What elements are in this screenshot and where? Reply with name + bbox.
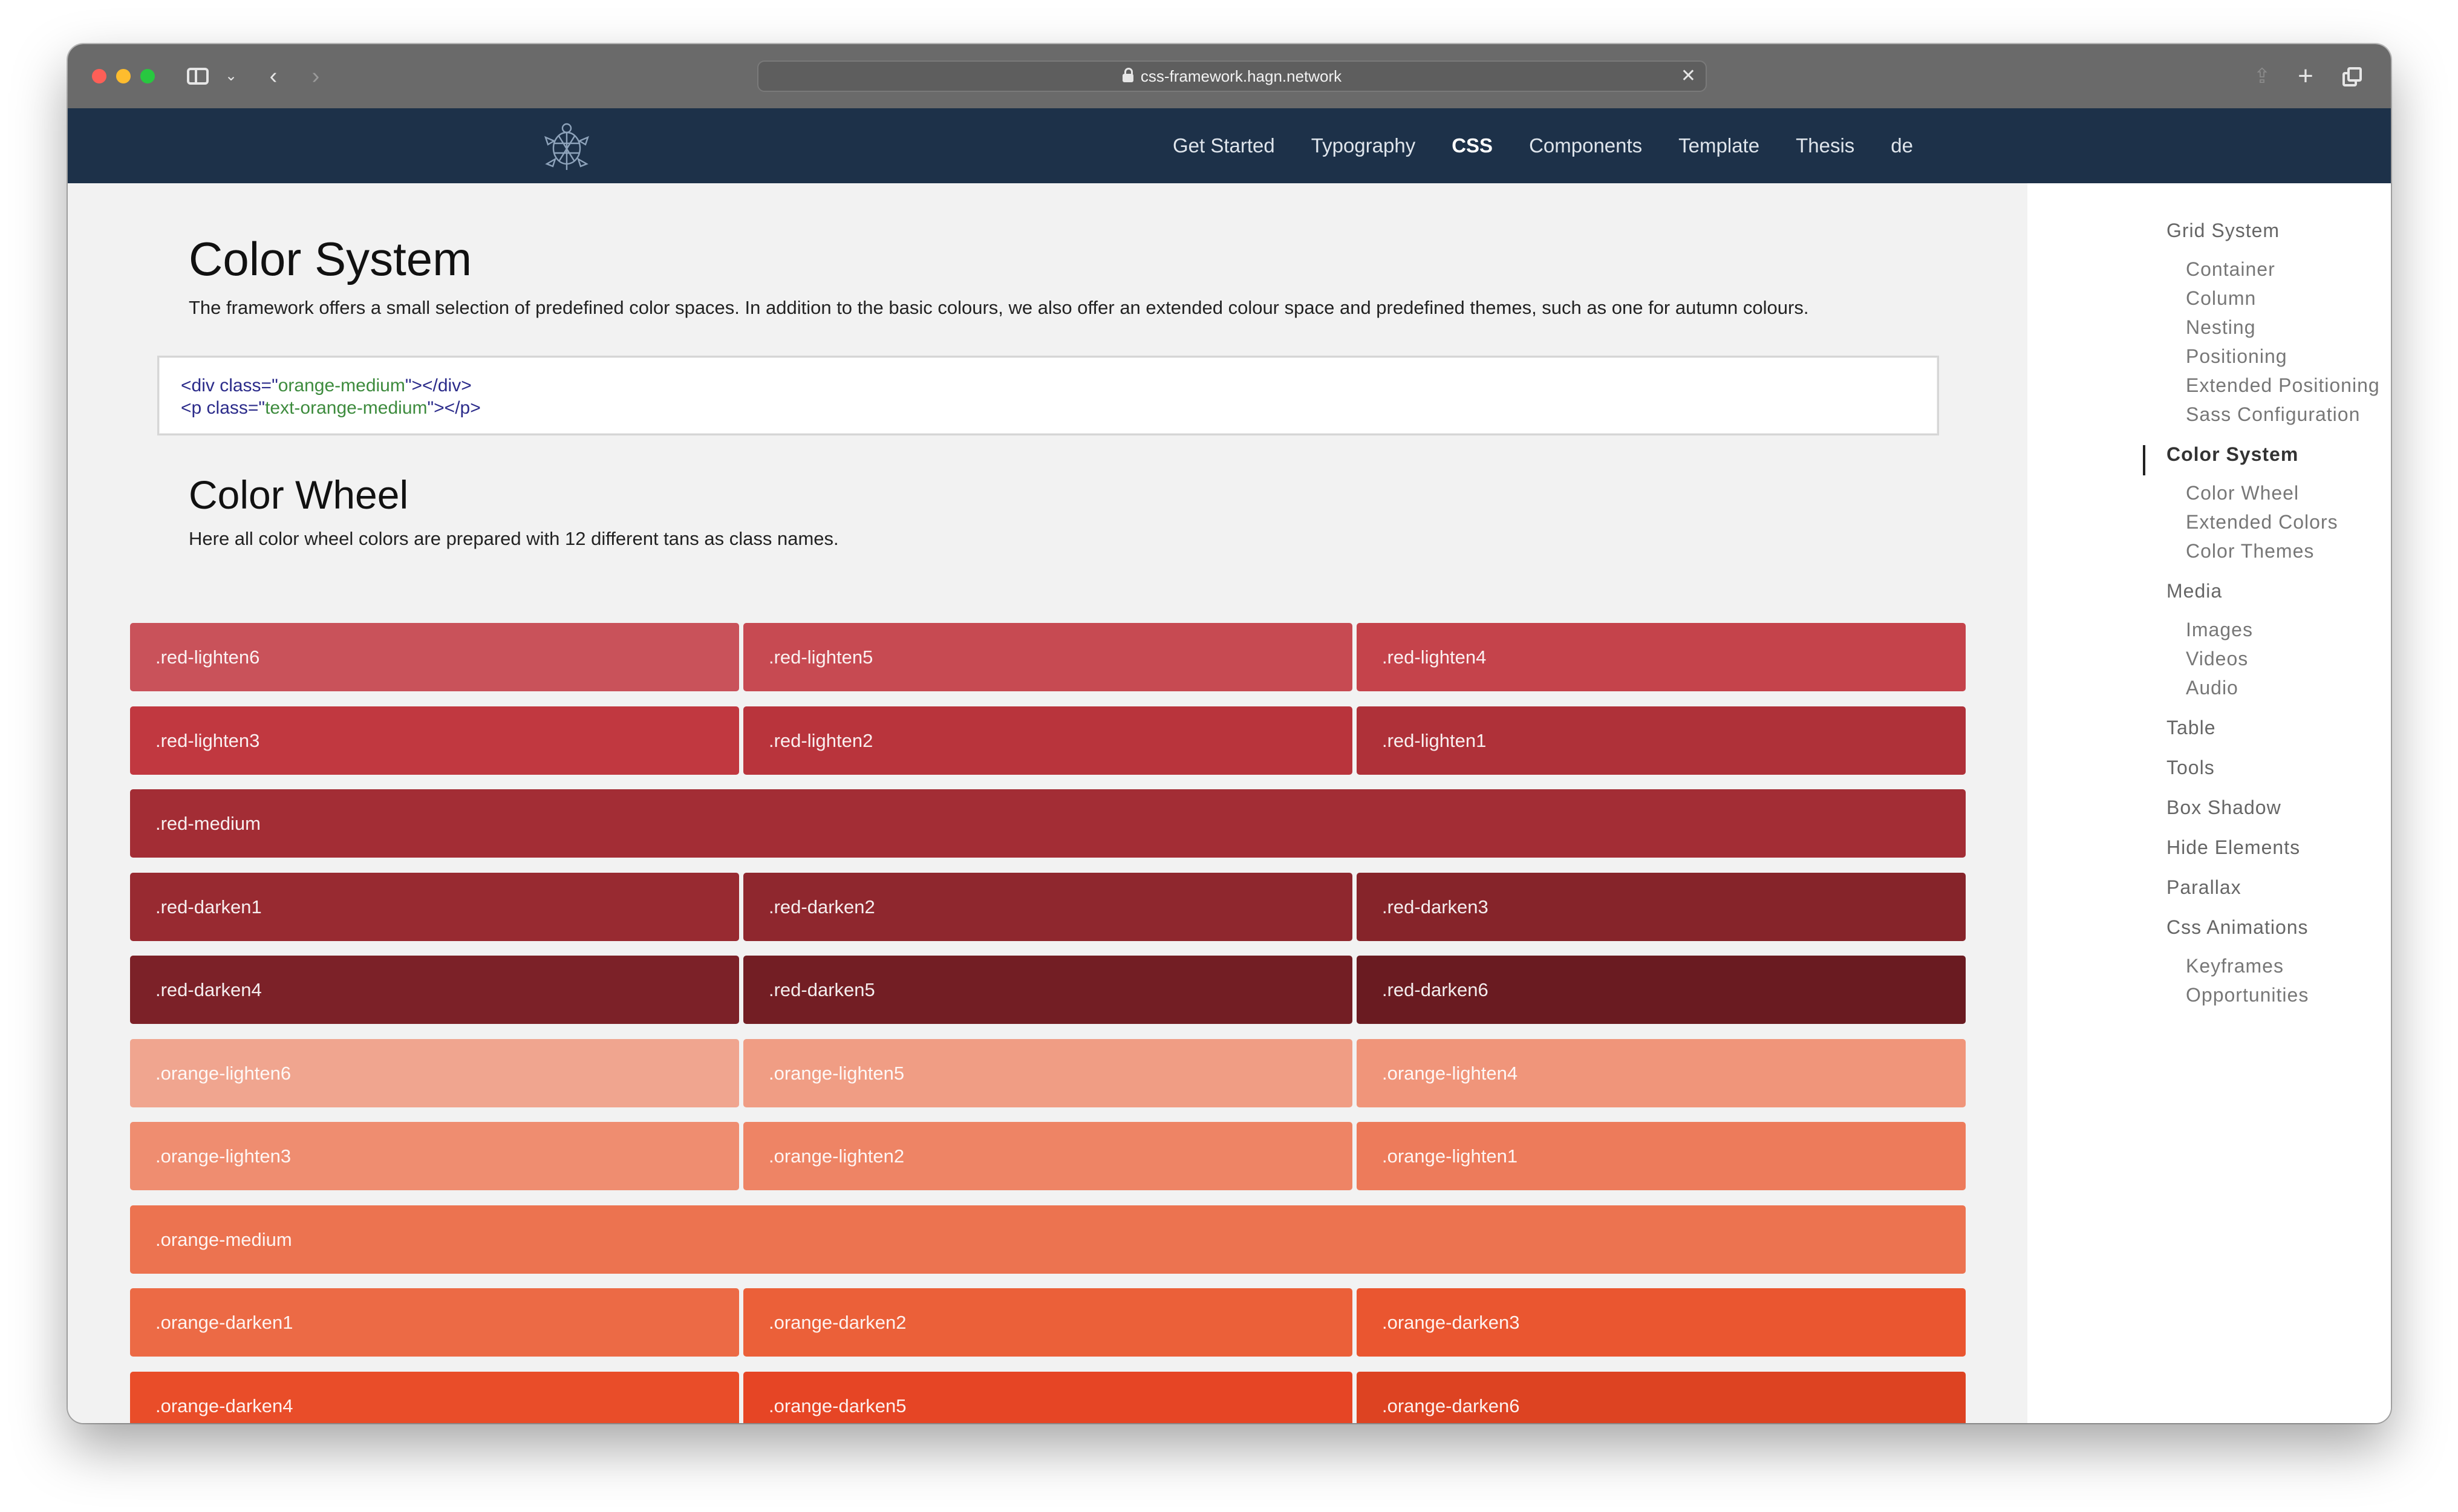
toc-item-color-themes[interactable]: Color Themes: [2186, 540, 2315, 562]
active-section-marker: [2143, 445, 2145, 475]
color-swatch-orange-lighten2[interactable]: .orange-lighten2: [743, 1122, 1352, 1190]
toc-item-column[interactable]: Column: [2186, 287, 2257, 309]
toc-item-images[interactable]: Images: [2186, 619, 2253, 640]
main-content: Color System The framework offers a smal…: [68, 183, 2027, 1423]
toc-item-positioning[interactable]: Positioning: [2186, 345, 2287, 367]
toc-item-extended-positioning[interactable]: Extended Positioning: [2186, 374, 2380, 396]
fullscreen-window-button[interactable]: [140, 69, 155, 83]
color-swatch-red-lighten3[interactable]: .red-lighten3: [130, 706, 739, 775]
code-line-2: <p class="text-orange-medium"></p>: [181, 398, 481, 418]
swatch-row: .red-darken1 .red-darken2 .red-darken3: [130, 872, 1966, 941]
toc-item-color-system[interactable]: Color System: [2166, 443, 2299, 465]
page-title: Color System: [189, 232, 472, 285]
nav-item-template[interactable]: Template: [1678, 134, 1760, 157]
toc-item-opportunities[interactable]: Opportunities: [2186, 984, 2309, 1006]
toc-item-extended-colors[interactable]: Extended Colors: [2186, 511, 2338, 533]
color-swatch-red-lighten2[interactable]: .red-lighten2: [743, 706, 1352, 775]
nav-item-get-started[interactable]: Get Started: [1172, 134, 1275, 157]
toc-item-box-shadow[interactable]: Box Shadow: [2166, 797, 2281, 818]
toc-item-hide-elements[interactable]: Hide Elements: [2166, 836, 2301, 858]
forward-arrow-icon[interactable]: ›: [311, 64, 320, 89]
close-window-button[interactable]: [92, 69, 106, 83]
toc-item-sass-configuration[interactable]: Sass Configuration: [2186, 403, 2361, 425]
swatch-row: .red-lighten3 .red-lighten2 .red-lighten1: [130, 706, 1966, 775]
swatch-row: .orange-lighten3 .orange-lighten2 .orange-…: [130, 1122, 1966, 1190]
browser-window: ⌄ ‹ › css-framework.hagn.network ✕ ⇪ + G…: [68, 44, 2391, 1423]
minimize-window-button[interactable]: [116, 69, 131, 83]
color-swatch-red-darken4[interactable]: .red-darken4: [130, 956, 739, 1024]
sidebar-toggle-icon[interactable]: [186, 60, 212, 93]
color-swatch-orange-darken3[interactable]: .orange-darken3: [1357, 1288, 1966, 1357]
toc-item-container[interactable]: Container: [2186, 258, 2275, 280]
nav-item-components[interactable]: Components: [1529, 134, 1643, 157]
intro-text: The framework offers a small selection o…: [189, 297, 1809, 318]
swatch-row: .orange-medium: [130, 1205, 1966, 1274]
color-swatch-orange-darken6[interactable]: .orange-darken6: [1357, 1371, 1966, 1423]
color-wheel-description: Here all color wheel colors are prepared…: [189, 528, 839, 549]
toc-item-color-wheel[interactable]: Color Wheel: [2186, 482, 2300, 504]
swatch-row: .red-darken4 .red-darken5 .red-darken6: [130, 956, 1966, 1024]
color-swatch-orange-medium[interactable]: .orange-medium: [130, 1205, 1966, 1274]
toc-item-videos[interactable]: Videos: [2186, 648, 2249, 670]
close-icon[interactable]: ✕: [1680, 66, 1696, 86]
code-line-1: <div class="orange-medium"></div>: [181, 376, 472, 396]
share-icon[interactable]: ⇪: [2253, 65, 2271, 88]
section-title-color-wheel: Color Wheel: [189, 472, 409, 517]
toc-item-grid-system[interactable]: Grid System: [2166, 220, 2280, 241]
color-swatch-orange-lighten1[interactable]: .orange-lighten1: [1357, 1122, 1966, 1190]
color-swatch-orange-lighten4[interactable]: .orange-lighten4: [1357, 1038, 1966, 1107]
color-swatch-red-lighten6[interactable]: .red-lighten6: [130, 623, 739, 691]
lock-icon: [1122, 68, 1133, 82]
nav-item-thesis[interactable]: Thesis: [1796, 134, 1855, 157]
site-header: Get Started Typography CSS Components Templa…: [68, 108, 2391, 183]
code-example: <div class="orange-medium"></div> <p cla…: [157, 356, 1939, 435]
color-swatch-orange-lighten6[interactable]: .orange-lighten6: [130, 1038, 739, 1107]
nav-item-typography[interactable]: Typography: [1311, 134, 1416, 157]
color-swatch-red-lighten5[interactable]: .red-lighten5: [743, 623, 1352, 691]
chevron-down-icon[interactable]: ⌄: [224, 68, 238, 84]
color-swatch-red-darken5[interactable]: .red-darken5: [743, 956, 1352, 1024]
table-of-contents: Grid System Container Column Nesting Positio…: [2027, 183, 2391, 1423]
nav-item-de[interactable]: de: [1891, 134, 1913, 157]
back-arrow-icon[interactable]: ‹: [269, 64, 278, 89]
toc-item-audio[interactable]: Audio: [2186, 677, 2238, 699]
swatch-row: .red-lighten6 .red-lighten5 .red-lighten4: [130, 623, 1966, 691]
color-swatch-orange-lighten3[interactable]: .orange-lighten3: [130, 1122, 739, 1190]
color-swatch-red-lighten4[interactable]: .red-lighten4: [1357, 623, 1966, 691]
new-tab-plus-icon[interactable]: +: [2298, 61, 2313, 91]
color-swatch-orange-darken2[interactable]: .orange-darken2: [743, 1288, 1352, 1357]
color-swatch-orange-darken5[interactable]: .orange-darken5: [743, 1371, 1352, 1423]
address-bar[interactable]: css-framework.hagn.network ✕: [757, 60, 1707, 92]
toc-item-table[interactable]: Table: [2166, 717, 2216, 738]
toc-item-tools[interactable]: Tools: [2166, 757, 2215, 778]
toc-item-media[interactable]: Media: [2166, 580, 2223, 602]
color-swatch-orange-darken1[interactable]: .orange-darken1: [130, 1288, 739, 1357]
color-swatch-red-darken6[interactable]: .red-darken6: [1357, 956, 1966, 1024]
browser-toolbar: ⌄ ‹ › css-framework.hagn.network ✕ ⇪ +: [68, 44, 2391, 109]
toc-item-parallax[interactable]: Parallax: [2166, 876, 2241, 898]
color-swatch-red-darken1[interactable]: .red-darken1: [130, 872, 739, 941]
turtle-logo-icon[interactable]: [540, 119, 594, 174]
color-swatch-red-lighten1[interactable]: .red-lighten1: [1357, 706, 1966, 775]
swatch-row: .orange-darken1 .orange-darken2 .orange-da…: [130, 1288, 1966, 1357]
toc-item-nesting[interactable]: Nesting: [2186, 316, 2256, 338]
color-swatch-red-darken3[interactable]: .red-darken3: [1357, 872, 1966, 941]
swatch-row: .orange-lighten6 .orange-lighten5 .orange-…: [130, 1038, 1966, 1107]
color-swatch-orange-darken4[interactable]: .orange-darken4: [130, 1371, 739, 1423]
toc-item-keyframes[interactable]: Keyframes: [2186, 955, 2284, 977]
tab-overview-icon[interactable]: [2339, 60, 2363, 93]
toc-item-css-animations[interactable]: Css Animations: [2166, 916, 2309, 938]
color-swatch-orange-lighten5[interactable]: .orange-lighten5: [743, 1038, 1352, 1107]
swatch-row: .red-medium: [130, 789, 1966, 858]
color-swatch-red-medium[interactable]: .red-medium: [130, 789, 1966, 858]
main-nav: Get Started Typography CSS Components Templa…: [1136, 108, 1913, 183]
swatch-row: .orange-darken4 .orange-darken5 .orange-da…: [130, 1371, 1966, 1423]
color-swatch-red-darken2[interactable]: .red-darken2: [743, 872, 1352, 941]
url-text: css-framework.hagn.network: [1140, 67, 1342, 85]
nav-item-css[interactable]: CSS: [1452, 134, 1493, 157]
